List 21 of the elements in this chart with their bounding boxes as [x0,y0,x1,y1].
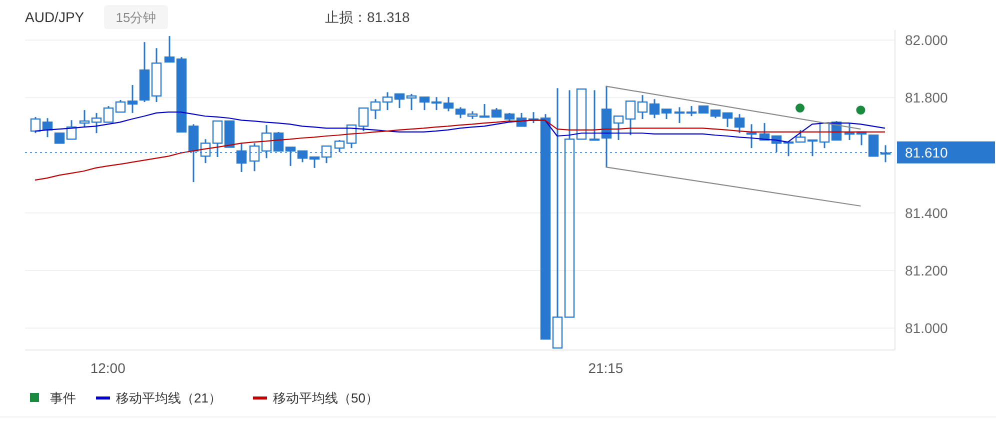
candlestick [637,94,648,120]
x-tick-label: 12:00 [90,360,126,376]
candlestick [844,122,855,141]
candlestick [382,91,393,111]
candlestick [151,47,162,103]
y-tick-label: 81.800 [905,90,948,106]
y-tick-label: 82.000 [905,32,948,48]
ref-line-label: 81.610 [905,144,948,160]
y-tick-label: 81.400 [905,204,948,221]
legend-label: 移动平均线（50） [273,390,378,406]
legend-label: 事件 [50,390,76,406]
line-series [34,112,886,143]
candlestick [127,84,138,114]
candlestick [674,106,685,124]
y-tick-label: 81.200 [905,262,948,279]
chart-subtitle: 15分钟 [116,10,156,25]
text: 止损：81.318 [325,9,410,25]
x-tick-label: 21:15 [588,360,624,376]
chart-title: AUD/JPY [25,9,85,25]
legend-label: 移动平均线（21） [116,390,222,406]
y-tick-label: 81.000 [905,320,948,336]
